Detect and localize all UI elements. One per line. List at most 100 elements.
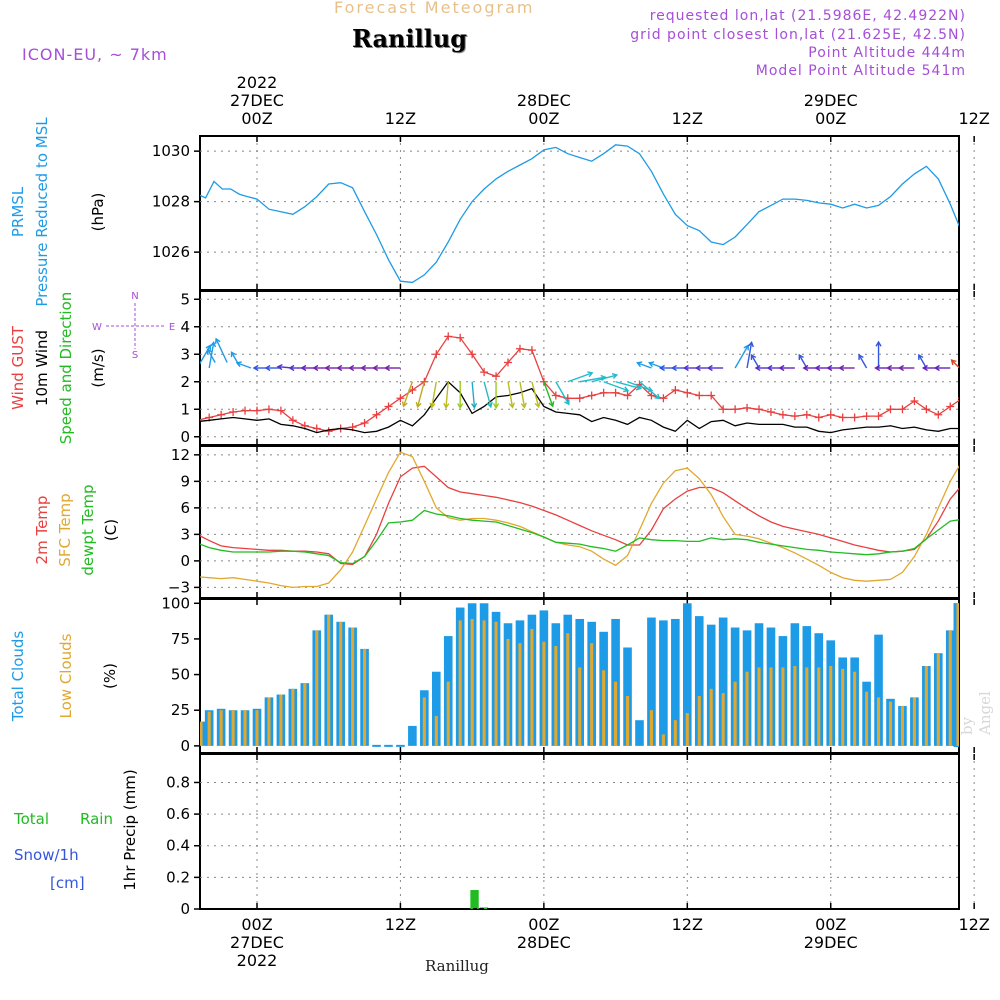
y-tick-label: 75 [171,630,190,648]
footer-location: Ranillug [425,957,489,975]
gust-marker [480,368,489,377]
wind-arrow-head [300,364,307,372]
y-tick-label: 100 [161,594,190,612]
wind-arrow [531,381,540,408]
total-cloud-bar [671,618,680,746]
gust-marker [731,405,740,414]
wind-arrow-head [470,402,478,410]
low-cloud-bar [781,667,785,746]
low-cloud-bar [876,697,881,746]
low-cloud-bar [590,643,594,746]
bottom-time-label: 28DEC [517,933,571,952]
wind-arrow-head [778,364,785,372]
total-clouds-label: Total Clouds [9,631,27,723]
gust-marker [229,408,238,416]
low-cloud-bar [912,697,916,746]
top-time-label: 27DEC [230,91,284,110]
rain-bar [470,890,479,909]
gust-marker [970,378,978,386]
low-cloud-bar [434,715,438,746]
total-cloud-bar [874,634,883,746]
wind-arrow-head [694,364,701,372]
low-cloud-bar [243,710,247,746]
total-cloud-bar [200,721,206,746]
low-cloud-bar [363,648,367,746]
y-tick-label: 0.6 [166,805,190,823]
gust-marker [922,405,931,414]
bottom-time-label: 12Z [672,915,703,934]
gust-marker [539,377,548,386]
gust-marker [946,402,955,411]
wind-arrow [579,376,606,383]
y-tick-label: 4 [180,318,190,336]
total-cloud-bar [706,624,716,746]
y-tick-label: 25 [171,701,190,719]
wind-gust-label: Wind GUST [9,325,27,410]
wind-arrow [402,381,414,407]
low-cloud-bar [458,620,462,746]
series-line [200,335,959,432]
prmsl-label: PRMSL [9,186,27,237]
wind-arrow [416,381,426,408]
rain-bar [479,907,489,909]
wind-arrow-head [646,386,654,393]
wind-arrow-head [534,401,541,409]
y-tick-label: 3 [180,525,190,543]
wind-arrow [918,354,927,369]
wind-arrow [798,354,808,369]
low-cloud-bar [578,667,582,746]
gust-marker [778,410,787,419]
gust-marker [743,403,752,412]
snow-unit-label: [cm] [50,874,85,892]
wind-arrow [543,381,554,407]
gust-marker [850,413,859,422]
low-cloud-bar [649,710,653,746]
top-time-label: 12Z [672,109,703,128]
wind-arrow-head [564,399,570,406]
bottom-time-label: 29DEC [804,933,858,952]
wind-arrow-head [429,402,436,409]
compass-w: W [92,322,102,333]
wind-arrow [734,345,749,369]
wind-arrow-head [874,364,881,372]
wind-arrow-head [508,402,515,409]
low-cloud-bar [542,641,546,746]
low-cloud-bar [829,666,833,746]
low-cloud-bar [673,720,677,746]
low-cloud-bar [494,621,498,746]
y-tick-label: 12 [171,446,190,464]
y-tick-label: 1028 [152,193,190,211]
wind-arrow [615,381,641,390]
gust-marker [551,391,560,400]
wind-arrow-head [858,353,864,360]
gust-marker [432,350,441,359]
gust-marker [288,416,297,425]
wind-arrow-head [963,361,968,366]
low-cloud-bar [745,671,749,746]
wind-arrow [986,362,998,371]
wind-arrow [858,354,868,369]
wind-arrow-head [548,401,555,408]
low-cloud-bar [721,693,725,746]
panel-plot-area [470,890,489,909]
gust-marker [994,361,1000,369]
series-line [200,144,959,284]
wind-arrow [603,381,629,392]
wind-arrow [507,381,514,408]
y-tick-label: 1026 [152,243,190,261]
wind-arrow-head [457,403,464,410]
wind-arrow-head [360,364,367,372]
info-line-1: requested lon,lat (21.5986E, 42.4922N) [649,8,966,24]
gust-marker [707,391,716,400]
bottom-time-label: 27DEC [230,933,284,952]
gust-marker [683,388,692,397]
gust-marker [647,391,656,400]
wind-arrow-head [654,393,661,400]
low-cloud-bar [888,701,893,746]
celsius-unit-label: (C) [102,519,120,541]
low-cloud-bar [661,734,665,746]
y-tick-label: 0.4 [166,837,190,855]
percent-unit-label: (%) [101,663,119,689]
gust-marker [276,406,285,415]
